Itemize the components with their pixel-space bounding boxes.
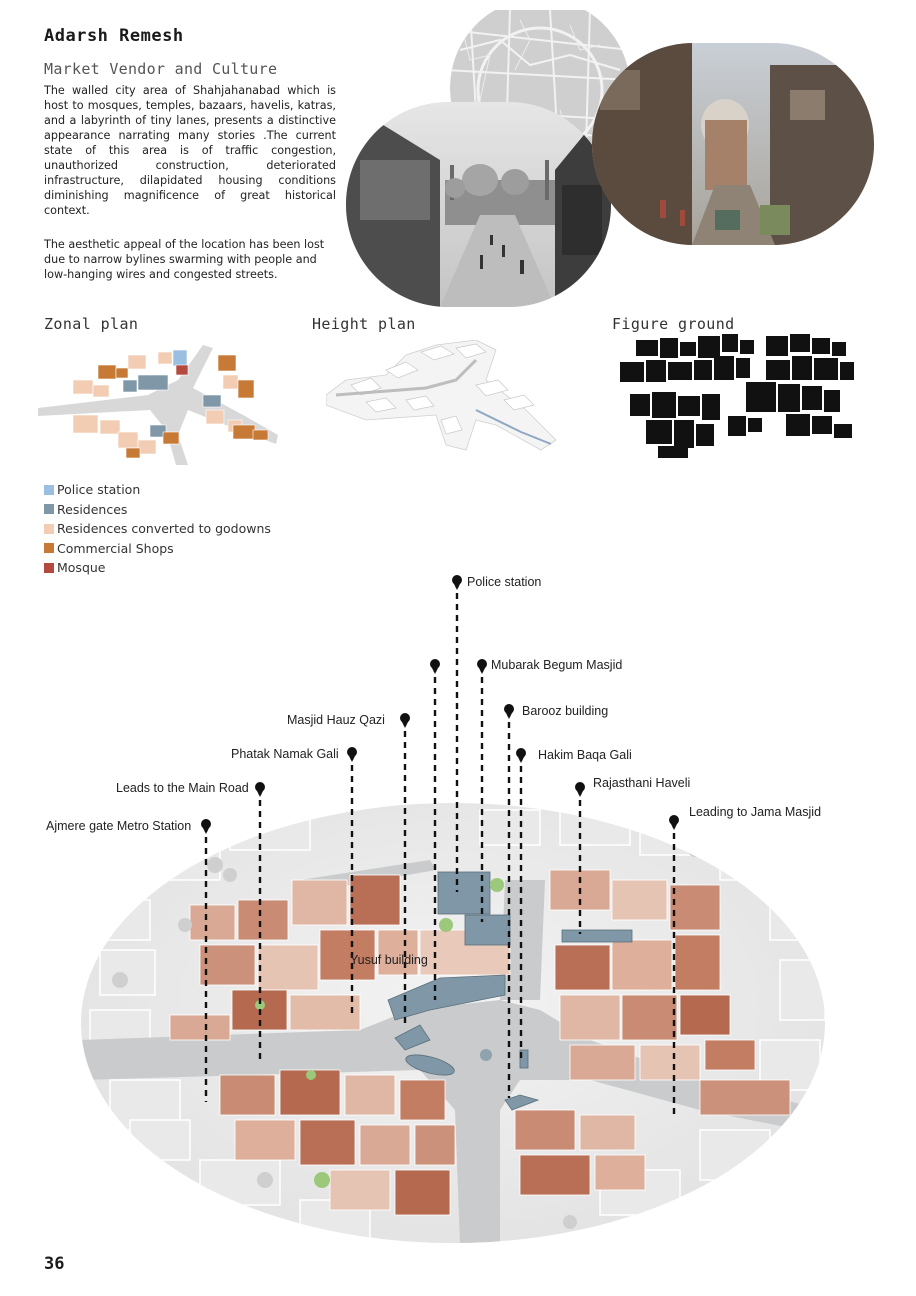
buildings-east: [549, 869, 791, 1116]
label-leads-to-main-road: Leads to the Main Road: [116, 781, 249, 795]
pin-icon: [516, 748, 526, 763]
commercial-shops-swatch: [44, 543, 54, 554]
legend-label: Commercial Shops: [57, 540, 174, 556]
pin-icon: [452, 575, 462, 590]
label-hakim-baqa-gali: Hakim Baqa Gali: [538, 748, 632, 762]
pin-icon: [400, 713, 410, 728]
pin-icon: [201, 819, 211, 834]
zonal-legend: Police station Residences Residences con…: [44, 480, 271, 578]
label-leading-to-jama-masjid: Leading to Jama Masjid: [689, 805, 821, 819]
buildings-south: [219, 1069, 646, 1216]
aesthetic-paragraph: The aesthetic appeal of the location has…: [44, 238, 325, 281]
police-station-swatch: [44, 484, 54, 495]
pin-icon: [255, 782, 265, 797]
label-yusuf-building: Yusuf building: [350, 953, 428, 967]
photo-collage: [346, 10, 874, 307]
legend-item-police-station: Police station: [44, 480, 271, 500]
residences-swatch: [44, 504, 54, 515]
annotated-site-map: Police station Mubarak Begum Masjid Baro…: [46, 575, 825, 1243]
color-street-photo: [592, 43, 874, 245]
legend-item-mosque: Mosque: [44, 558, 271, 578]
pin-icon: [575, 782, 585, 797]
legend-label: Mosque: [57, 560, 106, 576]
author-name: Adarsh Remesh: [44, 26, 184, 46]
label-mubarak-begum-masjid: Mubarak Begum Masjid: [491, 658, 622, 672]
label-ajmere-gate-metro: Ajmere gate Metro Station: [46, 819, 191, 833]
pin-icon: [477, 659, 487, 674]
black-white-street-photo: [346, 102, 611, 307]
legend-item-godowns: Residences converted to godowns: [44, 519, 271, 539]
label-masjid-hauz-qazi: Masjid Hauz Qazi: [287, 713, 385, 727]
figure-ground-map: [620, 334, 854, 458]
pin-icon: [430, 659, 440, 674]
label-barooz-building: Barooz building: [522, 704, 608, 718]
label-police-station: Police station: [467, 575, 541, 589]
height-plan-map: [326, 340, 556, 451]
map-pins: [201, 575, 679, 834]
label-rajasthani-haveli: Rajasthani Haveli: [593, 776, 690, 790]
legend-label: Residences: [57, 501, 128, 517]
legend-label: Residences converted to godowns: [57, 521, 271, 537]
leader-lines: [204, 582, 676, 1115]
intro-paragraph: The walled city area of Shahjahanabad wh…: [44, 84, 336, 217]
pin-icon: [669, 815, 679, 830]
legend-label: Police station: [57, 482, 141, 498]
label-phatak-namak-gali: Phatak Namak Gali: [231, 747, 339, 761]
pin-icon: [347, 747, 357, 762]
page-number: 36: [44, 1254, 65, 1274]
height-plan-title: Height plan: [312, 315, 416, 333]
zonal-plan-title: Zonal plan: [44, 315, 139, 333]
zonal-plan-map: [38, 345, 278, 465]
legend-item-commercial-shops: Commercial Shops: [44, 539, 271, 559]
legend-item-residences: Residences: [44, 500, 271, 520]
buildings-northwest: [169, 874, 511, 1041]
highlighted-buildings: [387, 871, 633, 1111]
pin-icon: [504, 704, 514, 719]
mosque-swatch: [44, 562, 54, 573]
figure-ground-title: Figure ground: [612, 315, 735, 333]
section-subtitle: Market Vendor and Culture: [44, 60, 278, 78]
godowns-swatch: [44, 523, 54, 534]
